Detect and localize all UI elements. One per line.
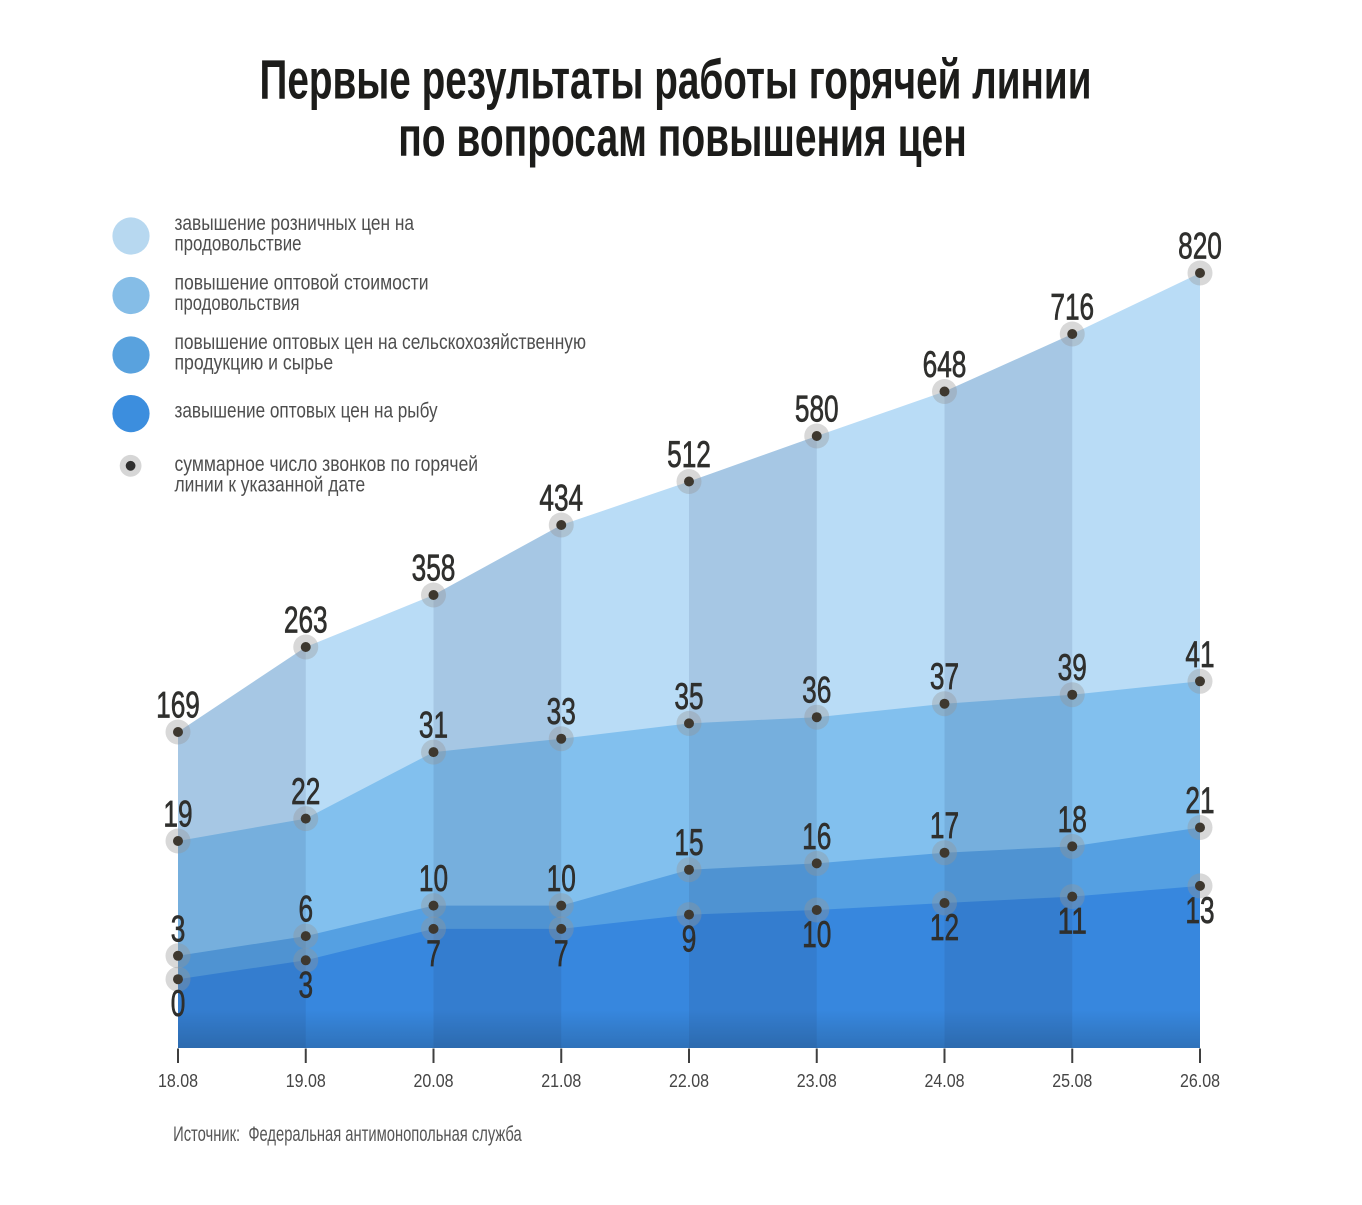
svg-text:3: 3 [171,907,186,949]
svg-text:22.08: 22.08 [669,1070,709,1091]
svg-text:продовольствия: продовольствия [175,291,300,315]
svg-text:33: 33 [547,690,576,732]
svg-text:25.08: 25.08 [1052,1070,1092,1091]
svg-text:9: 9 [682,918,697,960]
svg-text:820: 820 [1178,225,1222,267]
svg-text:39: 39 [1058,646,1087,688]
svg-text:13: 13 [1185,889,1214,931]
svg-text:18: 18 [1058,798,1087,840]
svg-text:17: 17 [930,804,959,846]
svg-text:завышение розничных цен на: завышение розничных цен на [175,211,415,235]
svg-text:21.08: 21.08 [541,1070,581,1091]
svg-text:суммарное число звонков по гор: суммарное число звонков по горячей [175,452,479,476]
svg-text:повышение оптовой стоимости: повышение оптовой стоимости [175,270,429,294]
svg-text:18.08: 18.08 [158,1070,198,1091]
svg-text:358: 358 [412,547,456,589]
svg-text:716: 716 [1050,286,1094,328]
svg-text:12: 12 [930,906,959,948]
svg-text:20.08: 20.08 [414,1070,454,1091]
svg-text:580: 580 [795,388,839,430]
svg-text:37: 37 [930,655,959,697]
svg-text:повышение оптовых цен на сельс: повышение оптовых цен на сельскохозяйств… [175,330,587,354]
svg-text:26.08: 26.08 [1180,1070,1220,1091]
svg-text:11: 11 [1058,900,1087,942]
svg-text:по вопросам повышения цен: по вопросам повышения цен [398,105,967,168]
svg-text:648: 648 [923,343,967,385]
svg-text:Источник: Федеральная антимон: Источник: Федеральная антимонопольная сл… [173,1122,522,1146]
svg-text:7: 7 [426,932,441,974]
svg-text:36: 36 [802,669,831,711]
svg-text:10: 10 [419,857,448,899]
svg-text:продукцию и сырье: продукцию и сырье [175,350,334,374]
svg-text:завышение оптовых цен на рыбу: завышение оптовых цен на рыбу [175,399,438,423]
svg-text:35: 35 [674,675,703,717]
svg-text:линии к указанной дате: линии к указанной дате [175,473,366,497]
svg-text:10: 10 [547,857,576,899]
svg-text:434: 434 [539,477,583,519]
svg-text:16: 16 [802,815,831,857]
svg-text:512: 512 [667,433,711,475]
svg-text:23.08: 23.08 [797,1070,837,1091]
svg-text:22: 22 [291,770,320,812]
svg-text:0: 0 [171,982,186,1024]
svg-text:6: 6 [298,888,313,930]
svg-text:3: 3 [298,963,313,1005]
svg-text:19.08: 19.08 [286,1070,326,1091]
svg-text:7: 7 [554,932,569,974]
svg-text:15: 15 [674,821,703,863]
svg-text:Первые результаты работы горяч: Первые результаты работы горячей линии [260,48,1092,111]
svg-text:263: 263 [284,599,328,641]
svg-text:19: 19 [163,793,192,835]
svg-text:10: 10 [802,913,831,955]
svg-text:31: 31 [419,704,448,746]
svg-text:41: 41 [1185,633,1214,675]
svg-text:24.08: 24.08 [925,1070,965,1091]
svg-text:продовольствие: продовольствие [175,231,302,255]
svg-text:169: 169 [156,684,200,726]
svg-text:21: 21 [1185,779,1214,821]
